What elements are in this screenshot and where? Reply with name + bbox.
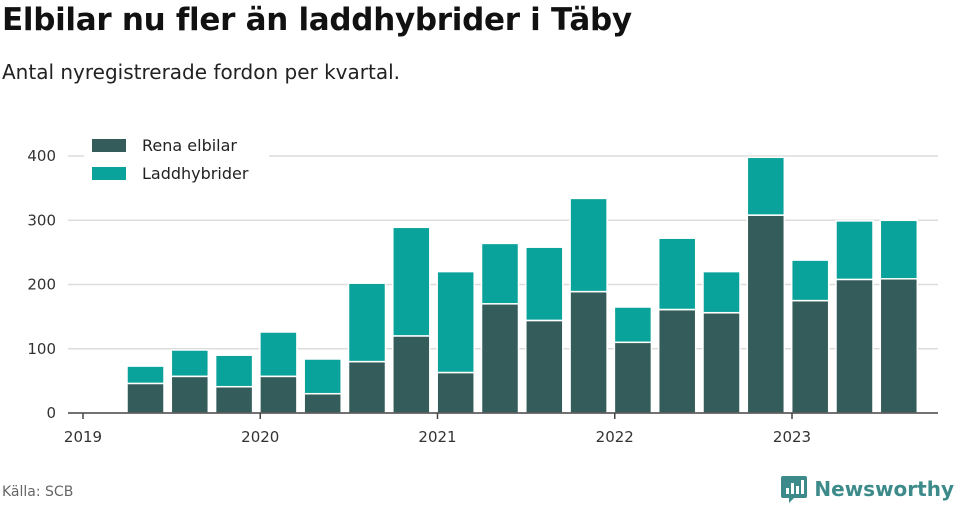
chart-title: Elbilar nu fler än laddhybrider i Täby <box>2 2 632 38</box>
bar-rena-elbilar-2022-Q4 <box>746 214 786 414</box>
bar-rena-elbilar-2019-Q3 <box>170 375 210 414</box>
bar-rena-elbilar-2020-Q1 <box>259 375 298 414</box>
bar-laddhybrider-2022-Q3 <box>702 270 741 314</box>
bar-rena-elbilar-2023-Q2 <box>835 278 874 414</box>
bar-rena-elbilar-2021-Q1 <box>436 371 475 414</box>
bar-laddhybrider-2019-Q3 <box>170 349 210 378</box>
bar-laddhybrider-2021-Q3 <box>525 246 564 322</box>
bar-laddhybrider-2022-Q1 <box>613 306 653 344</box>
bar-laddhybrider-2020-Q4 <box>392 226 431 337</box>
bar-rena-elbilar-2020-Q3 <box>347 360 387 414</box>
bar-rena-elbilar-2022-Q1 <box>613 341 653 414</box>
brand-name: Newsworthy <box>814 477 954 501</box>
bar-laddhybrider-2023-Q1 <box>790 259 830 302</box>
source-note: Källa: SCB <box>2 484 74 500</box>
bar-rena-elbilar-2019-Q4 <box>214 385 254 414</box>
y-tick-label: 0 <box>46 404 56 422</box>
legend-label: Laddhybrider <box>142 164 249 183</box>
legend-swatch-laddhybrider <box>92 167 126 180</box>
bar-rena-elbilar-2022-Q2 <box>657 308 697 414</box>
bar-laddhybrider-2020-Q1 <box>259 331 298 378</box>
bar-rena-elbilar-2020-Q2 <box>303 392 342 414</box>
legend-label: Rena elbilar <box>142 136 237 155</box>
axes: 0 100 200 300 400 2019 2020 2021 2022 2023 <box>27 147 938 446</box>
bar-rena-elbilar-2019-Q2 <box>126 382 165 414</box>
x-tick-label: 2019 <box>64 428 102 446</box>
bar-laddhybrider-2023-Q2 <box>835 220 874 281</box>
x-tick-label: 2023 <box>773 428 811 446</box>
bar-laddhybrider-2022-Q4 <box>746 156 786 216</box>
newsworthy-logo-icon <box>781 476 808 503</box>
bar-laddhybrider-2019-Q2 <box>126 365 165 385</box>
y-tick-label: 100 <box>27 340 56 358</box>
bar-rena-elbilar-2023-Q1 <box>790 299 830 414</box>
bar-laddhybrider-2021-Q2 <box>480 242 520 305</box>
bar-laddhybrider-2020-Q3 <box>347 282 387 363</box>
bar-rena-elbilar-2020-Q4 <box>392 335 431 414</box>
bar-laddhybrider-2023-Q3 <box>879 219 919 280</box>
y-tick-label: 300 <box>27 211 56 229</box>
bar-laddhybrider-2021-Q4 <box>569 197 608 293</box>
y-tick-label: 400 <box>27 147 56 165</box>
bar-rena-elbilar-2021-Q3 <box>525 319 564 414</box>
newsworthy-brand[interactable]: Newsworthy <box>780 474 954 504</box>
bar-rena-elbilar-2021-Q2 <box>480 303 520 414</box>
x-tick-label: 2021 <box>418 428 456 446</box>
chart-subtitle: Antal nyregistrerade fordon per kvartal. <box>2 60 401 84</box>
bar-rena-elbilar-2021-Q4 <box>569 290 608 414</box>
bar-laddhybrider-2021-Q1 <box>436 270 475 374</box>
legend-swatch-rena-elbilar <box>92 139 126 152</box>
bars <box>126 156 919 414</box>
legend: Rena elbilar Laddhybrider <box>84 133 269 191</box>
y-tick-label: 200 <box>27 276 56 294</box>
bar-laddhybrider-2020-Q2 <box>303 358 342 395</box>
bar-laddhybrider-2019-Q4 <box>214 354 254 388</box>
bar-rena-elbilar-2023-Q3 <box>879 277 919 414</box>
bar-rena-elbilar-2022-Q3 <box>702 312 741 414</box>
x-tick-label: 2020 <box>241 428 279 446</box>
bar-laddhybrider-2022-Q2 <box>657 237 697 311</box>
x-tick-label: 2022 <box>596 428 634 446</box>
